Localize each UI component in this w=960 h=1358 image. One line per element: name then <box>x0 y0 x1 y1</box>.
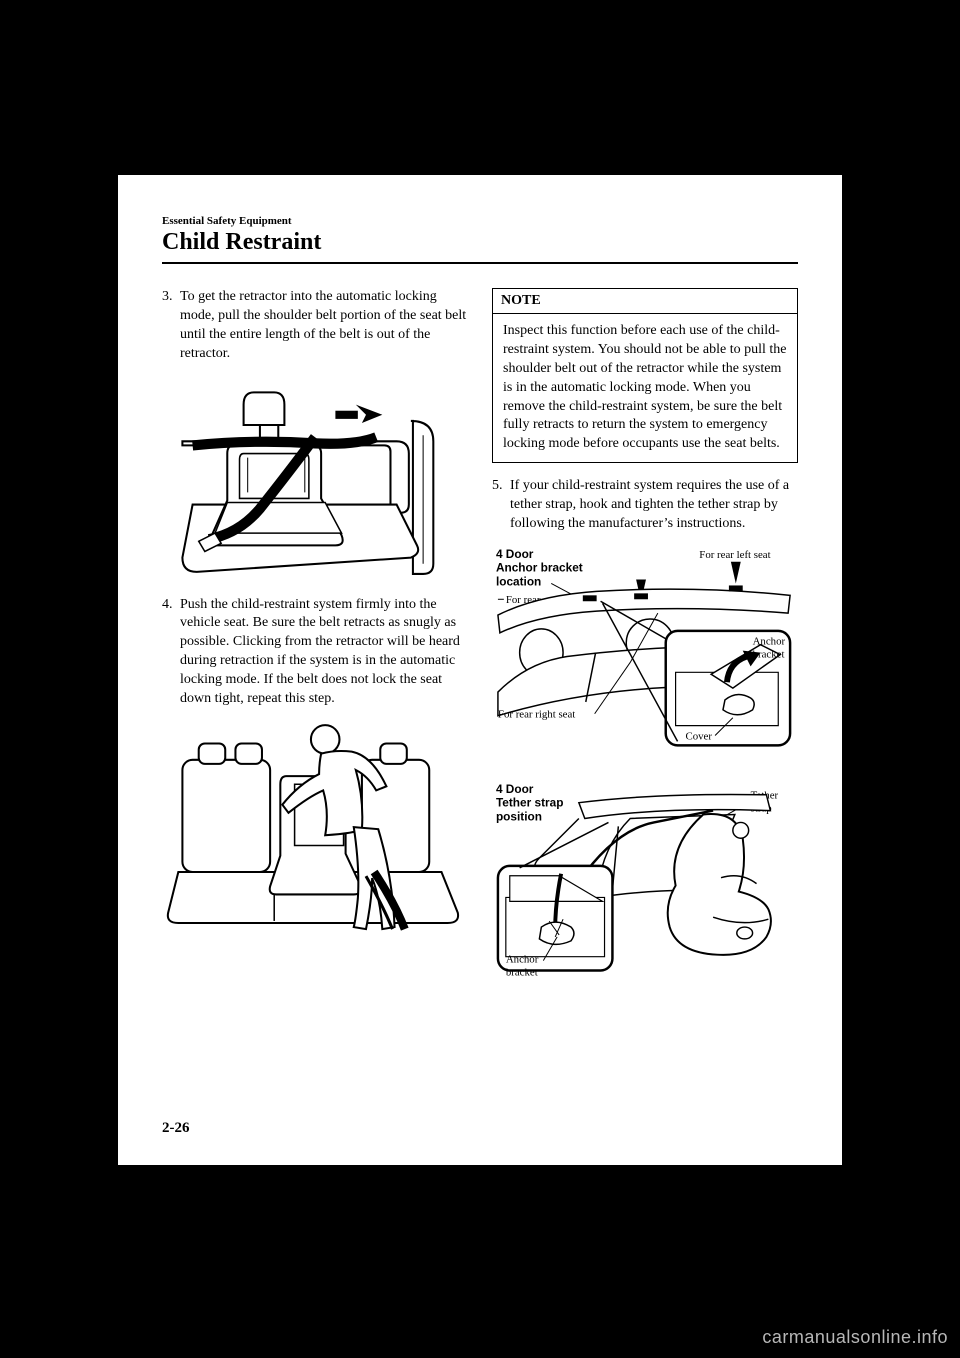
step-4-number: 4. <box>162 596 180 709</box>
figure-push-seat <box>162 719 468 943</box>
fig4-title-1: 4 Door <box>496 782 534 796</box>
fig3-right-label: For rear right seat <box>498 709 575 721</box>
fig4-anchor-l2: bracket <box>506 966 538 978</box>
note-box: NOTE Inspect this function before each u… <box>492 288 798 463</box>
step-5: 5. If your child-restraint system requir… <box>492 477 798 534</box>
section-header-small: Essential Safety Equipment <box>162 215 798 227</box>
step-5-number: 5. <box>492 477 510 534</box>
step-4: 4. Push the child-restraint system firml… <box>162 596 468 709</box>
left-column: 3. To get the retractor into the automat… <box>162 288 468 1004</box>
step-3-number: 3. <box>162 288 180 364</box>
fig3-title-3: location <box>496 574 541 588</box>
fig3-title-1: 4 Door <box>496 547 534 561</box>
watermark: carmanualsonline.info <box>762 1327 948 1348</box>
header-rule <box>162 262 798 264</box>
step-3-text: To get the retractor into the automatic … <box>180 288 468 364</box>
fig3-cover: Cover <box>685 730 712 742</box>
arrow-down-icon <box>731 562 741 584</box>
page: Essential Safety Equipment Child Restrai… <box>118 175 842 1165</box>
section-header-large: Child Restraint <box>162 229 798 256</box>
figure-tether-position: 4 Door Tether strap position Tether stra… <box>492 779 798 986</box>
figure-anchor-location: 4 Door Anchor bracket location For rear … <box>492 544 798 761</box>
fig4-anchor-l1: Anchor <box>506 954 539 966</box>
fig3-anchor-l2: bracket <box>753 648 785 660</box>
step-5-text: If your child-restraint system requires … <box>510 477 798 534</box>
page-number: 2-26 <box>162 1120 190 1137</box>
fig3-title-2: Anchor bracket <box>496 561 583 575</box>
note-title: NOTE <box>493 289 797 314</box>
fig3-anchor-l1: Anchor <box>753 636 786 648</box>
fig4-title-2: Tether strap <box>496 796 563 810</box>
step-4-text: Push the child-restraint system firmly i… <box>180 596 468 709</box>
fig4-title-3: position <box>496 810 542 824</box>
figure-belt-pull <box>162 374 468 578</box>
right-column: NOTE Inspect this function before each u… <box>492 288 798 1004</box>
fig3-left-label: For rear left seat <box>699 549 770 561</box>
note-body: Inspect this function before each use of… <box>493 314 797 462</box>
step-3: 3. To get the retractor into the automat… <box>162 288 468 364</box>
columns: 3. To get the retractor into the automat… <box>162 288 798 1004</box>
